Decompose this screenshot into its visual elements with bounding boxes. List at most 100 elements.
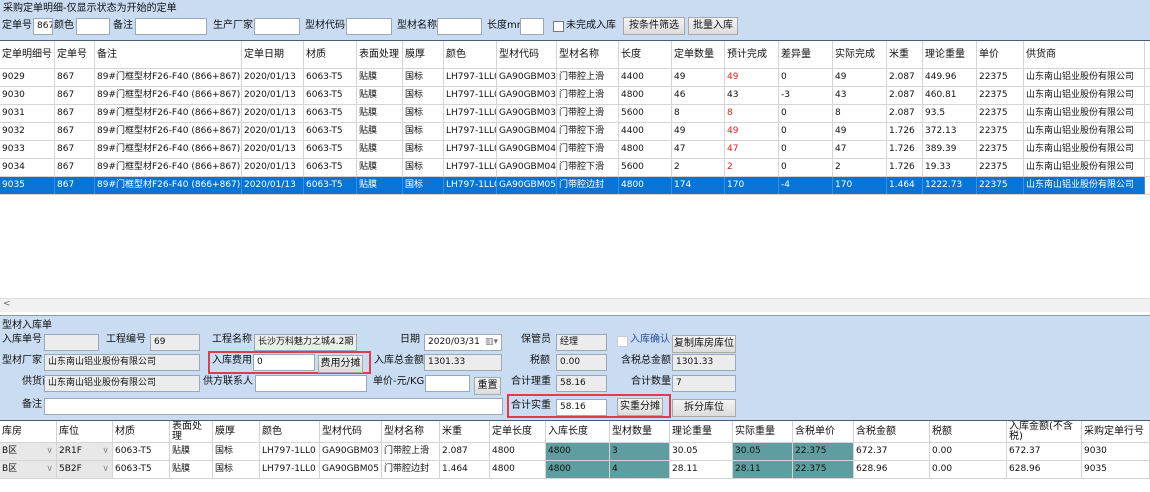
order-detail-table: 定单明细号 定单号 备注 定单日期 材质 表面处理 膜厚 颜色 型材代码 型材名称 长度 定单数量 预计… [0, 40, 1150, 298]
column-header[interactable]: 定单明细号 [0, 41, 55, 68]
copy-location-button[interactable]: 复制库房库位 [672, 335, 736, 353]
code-input[interactable] [346, 18, 392, 35]
column-header[interactable]: 颜色 [444, 41, 497, 68]
warehouse-combobox[interactable]: B区 ∨ [0, 461, 57, 478]
table-row[interactable]: 9029 867 89#门框型材F26-F40 (866+867) 2020/01/1… [0, 69, 1150, 87]
chevron-down-icon[interactable]: ∨ [46, 464, 53, 474]
weight-allocate-button[interactable]: 实重分摊 [617, 398, 663, 416]
column-header[interactable]: 材质 [304, 41, 357, 68]
column-header[interactable]: 预计完成 [725, 41, 779, 68]
column-header[interactable]: 单价 [977, 41, 1024, 68]
maker-input[interactable]: 山东南山铝业股份有限公司 [44, 354, 200, 371]
header-row: 库房 库位 材质 表面处理 膜厚 颜色 型材代码 型材名称 米重 定单长度 入库长度 型材数量 理论重量… [0, 421, 1150, 443]
column-header[interactable]: 表面处理 [357, 41, 403, 68]
column-header[interactable]: 理论重量 [670, 421, 733, 442]
remark-input[interactable] [44, 398, 503, 415]
calendar-dropdown-icon[interactable]: ▥▾ [484, 337, 498, 347]
date-picker[interactable]: 2020/03/31 ▥▾ [424, 334, 502, 351]
column-header[interactable]: 型材数量 [610, 421, 670, 442]
column-header[interactable]: 颜色 [260, 421, 320, 442]
reset-button[interactable]: 重置 [474, 377, 501, 395]
table-row[interactable]: B区 ∨ 5B2F ∨ 6063-T5 贴膜 国标 LH797-1LL0 GA90GBM05 门带… [0, 461, 1150, 479]
scroll-left-icon[interactable]: < [3, 299, 11, 309]
column-header[interactable]: 入库长度 [546, 421, 610, 442]
split-location-button[interactable]: 拆分库位 [672, 399, 736, 417]
batch-receive-button[interactable]: 批量入库 [688, 17, 738, 35]
project-name-input[interactable]: 长沙万科魅力之城4.2期 [254, 334, 357, 351]
column-header[interactable]: 税额 [930, 421, 1007, 442]
total-input[interactable]: 1301.33 [424, 354, 502, 371]
qty-input[interactable]: 7 [672, 375, 736, 392]
column-header[interactable]: 米重 [887, 41, 923, 68]
column-header[interactable]: 型材名称 [557, 41, 619, 68]
column-header[interactable]: 型材名称 [382, 421, 440, 442]
column-header[interactable]: 含税单价 [793, 421, 854, 442]
chevron-down-icon[interactable]: ∨ [46, 446, 53, 456]
column-header[interactable]: 采购定单行号 [1082, 421, 1150, 442]
column-header[interactable]: 表面处理 [170, 421, 213, 442]
table-row[interactable]: 9031 867 89#门框型材F26-F40 (866+867) 2020/01/1… [0, 105, 1150, 123]
table-row[interactable]: 9033 867 89#门框型材F26-F40 (866+867) 2020/01/1… [0, 141, 1150, 159]
actual-weight-input[interactable]: 58.16 [556, 399, 607, 416]
column-header[interactable]: 入库金额(不含税) [1007, 421, 1082, 442]
column-header[interactable]: 备注 [95, 41, 242, 68]
order-no-input[interactable]: 867 [33, 18, 53, 35]
table-cell: 4800 [546, 461, 610, 478]
column-header[interactable]: 定单长度 [490, 421, 546, 442]
table-row[interactable]: 9030 867 89#门框型材F26-F40 (866+867) 2020/01/1… [0, 87, 1150, 105]
column-header[interactable]: 膜厚 [213, 421, 260, 442]
column-header[interactable]: 型材代码 [320, 421, 382, 442]
supplier-input[interactable]: 山东南山铝业股份有限公司 [44, 375, 200, 392]
location-combobox[interactable]: 5B2F ∨ [57, 461, 113, 478]
column-header[interactable]: 差异量 [779, 41, 833, 68]
tax-input[interactable]: 0.00 [556, 354, 607, 371]
table-cell: 30.05 [670, 443, 733, 460]
column-header[interactable]: 含税金额 [854, 421, 930, 442]
table-row[interactable]: B区 ∨ 2R1F ∨ 6063-T5 贴膜 国标 LH797-1LL0 GA90GBM03 门带… [0, 443, 1150, 461]
chevron-down-icon[interactable]: ∨ [102, 446, 109, 456]
column-header[interactable]: 膜厚 [403, 41, 444, 68]
column-header[interactable]: 理论重量 [923, 41, 977, 68]
column-header[interactable]: 米重 [440, 421, 490, 442]
column-header[interactable]: 库位 [57, 421, 113, 442]
column-header[interactable]: 型材代码 [497, 41, 557, 68]
fee-input[interactable]: 0 [253, 354, 315, 371]
column-header[interactable]: 材质 [113, 421, 170, 442]
column-header[interactable]: 实际重量 [733, 421, 793, 442]
column-header[interactable]: 库房 [0, 421, 57, 442]
unit-price-input[interactable] [425, 375, 470, 392]
column-header[interactable]: 定单数量 [672, 41, 725, 68]
remark-input[interactable] [135, 18, 207, 35]
location-combobox[interactable]: 2R1F ∨ [57, 443, 113, 460]
filter-button[interactable]: 按条件筛选 [623, 17, 685, 35]
total-tax-input[interactable]: 1301.33 [672, 354, 736, 371]
chevron-down-icon[interactable]: ∨ [102, 464, 109, 474]
table-cell: LH797-1LL0 [444, 177, 497, 194]
column-header[interactable]: 供货商 [1024, 41, 1145, 68]
table-row[interactable]: 9032 867 89#门框型材F26-F40 (866+867) 2020/01/1… [0, 123, 1150, 141]
receipt-no-input[interactable] [44, 334, 99, 351]
table-cell: LH797-1LL0 [444, 105, 497, 122]
horizontal-scrollbar[interactable]: < [0, 298, 1150, 312]
name-input[interactable] [437, 18, 482, 35]
table-row[interactable]: 9035 867 89#门框型材F26-F40 (866+867) 2020/01/1… [0, 177, 1150, 195]
keeper-input[interactable]: 经理 [556, 334, 607, 351]
confirm-checkbox[interactable] [617, 336, 628, 347]
length-input[interactable] [520, 18, 544, 35]
table-cell: 9029 [0, 69, 55, 86]
warehouse-combobox[interactable]: B区 ∨ [0, 443, 57, 460]
table-cell: 89#门框型材F26-F40 (866+867) [95, 105, 242, 122]
contact-input[interactable] [255, 375, 367, 392]
maker-input[interactable] [254, 18, 300, 35]
column-header[interactable]: 定单号 [55, 41, 95, 68]
column-header[interactable]: 长度 [619, 41, 672, 68]
color-label: 颜色 [54, 20, 74, 31]
column-header[interactable]: 实际完成 [833, 41, 887, 68]
fee-allocate-button[interactable]: 费用分摊 [318, 355, 363, 373]
theo-weight-input[interactable]: 58.16 [556, 375, 607, 392]
project-no-input[interactable]: 69 [150, 334, 200, 351]
unfinished-checkbox[interactable] [553, 21, 564, 32]
column-header[interactable]: 定单日期 [242, 41, 304, 68]
color-input[interactable] [76, 18, 110, 35]
table-row[interactable]: 9034 867 89#门框型材F26-F40 (866+867) 2020/01/1… [0, 159, 1150, 177]
